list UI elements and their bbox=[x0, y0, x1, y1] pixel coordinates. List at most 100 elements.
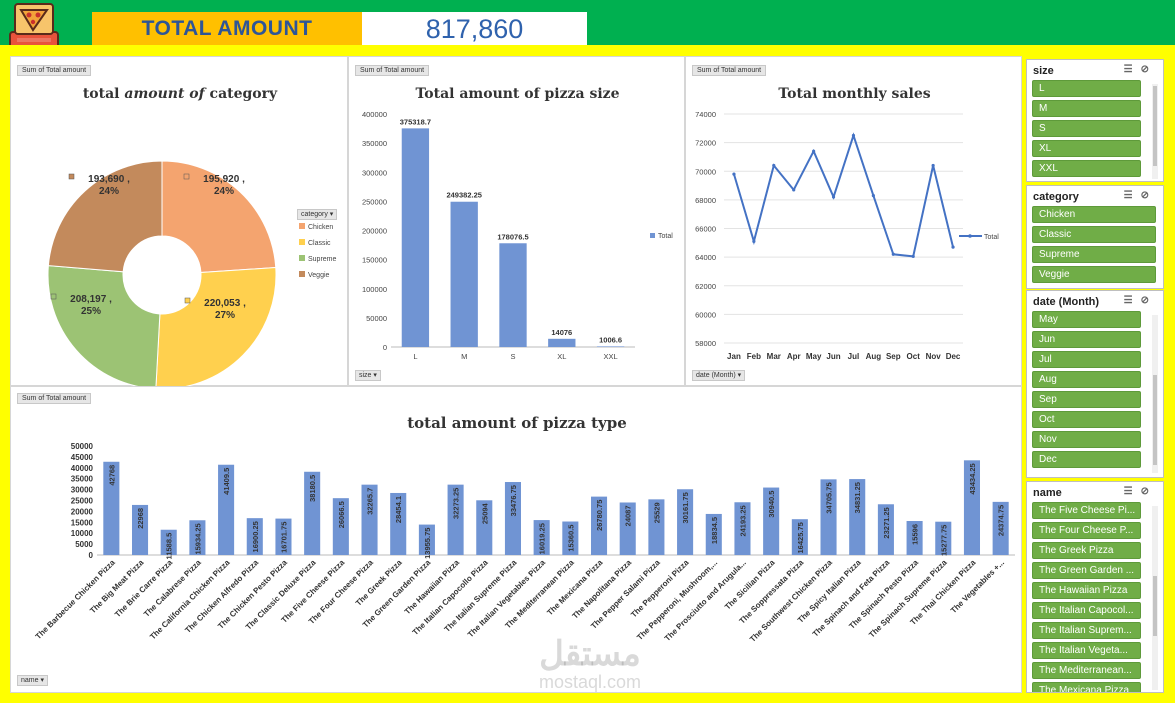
slicer-item-name-1[interactable]: The Four Cheese P... bbox=[1032, 522, 1141, 539]
pizza-type-bar bbox=[849, 479, 866, 555]
category-title-part-3: category bbox=[204, 86, 278, 102]
name-slicer[interactable]: name ☰⊘ The Five Cheese Pi... The Four Che… bbox=[1026, 481, 1164, 693]
donut-percent-label: 27% bbox=[215, 310, 235, 321]
sum-total-amount-field-button[interactable]: Sum of Total amount bbox=[692, 65, 767, 76]
total-amount-label: TOTAL AMOUNT bbox=[92, 12, 362, 45]
category-filter-dropdown[interactable]: category ▾ bbox=[297, 209, 338, 220]
slicer-item-category-3[interactable]: Veggie bbox=[1032, 266, 1156, 283]
pizza-type-value-label: 33476.75 bbox=[509, 485, 518, 516]
slicer-item-date-6[interactable]: Nov bbox=[1032, 431, 1141, 448]
pizza-type-chart-panel[interactable]: Sum of Total amount total amount of pizz… bbox=[10, 386, 1022, 693]
x-tick-label: M bbox=[461, 352, 467, 361]
monthly-chart-panel[interactable]: Sum of Total amount Total monthly sales … bbox=[685, 56, 1022, 386]
slicer-item-name-6[interactable]: The Italian Suprem... bbox=[1032, 622, 1141, 639]
slicer-item-date-2[interactable]: Jul bbox=[1032, 351, 1141, 368]
x-tick-label: May bbox=[806, 352, 822, 361]
legend-label-supreme: Supreme bbox=[308, 256, 337, 263]
pizza-type-bar bbox=[590, 496, 608, 555]
x-tick-label: Oct bbox=[907, 352, 921, 361]
size-bar-s bbox=[499, 243, 527, 347]
slicer-item-date-0[interactable]: May bbox=[1032, 311, 1141, 328]
date-slicer-header: date (Month) ☰⊘ bbox=[1027, 291, 1163, 311]
slicer-item-size-0[interactable]: L bbox=[1032, 80, 1141, 97]
slicer-scrollbar[interactable] bbox=[1152, 315, 1158, 473]
pizza-type-value-label: 22968 bbox=[136, 508, 145, 529]
date-filter-dropdown[interactable]: date (Month) ▾ bbox=[692, 370, 746, 381]
y-tick-label: 10000 bbox=[71, 529, 94, 538]
donut-label-marker bbox=[184, 297, 191, 304]
category-slicer[interactable]: category ☰⊘ Chicken Classic Supreme Veggie bbox=[1026, 185, 1164, 289]
pizza-type-value-label: 43434.25 bbox=[968, 463, 977, 494]
slicer-item-date-4[interactable]: Sep bbox=[1032, 391, 1141, 408]
slicer-item-date-1[interactable]: Jun bbox=[1032, 331, 1141, 348]
pizza-type-value-label: 18834.5 bbox=[710, 517, 719, 544]
pizza-type-x-label: The Mexicana Pizza bbox=[545, 558, 605, 618]
slicer-item-size-3[interactable]: XL bbox=[1032, 140, 1141, 157]
slicer-item-size-4[interactable]: XXL bbox=[1032, 160, 1141, 177]
pivot-chart-canvas: Sum of Total amount total amount of cate… bbox=[10, 56, 1022, 693]
size-chart-panel[interactable]: Sum of Total amount Total amount of pizz… bbox=[348, 56, 685, 386]
slicer-scrollbar[interactable] bbox=[1152, 506, 1158, 690]
multi-select-clear-filter-icons[interactable]: ☰⊘ bbox=[1123, 486, 1157, 497]
x-tick-label: Dec bbox=[946, 352, 961, 361]
pizza-type-value-label: 26780.75 bbox=[595, 500, 604, 531]
slicer-item-date-7[interactable]: Dec bbox=[1032, 451, 1141, 468]
slicer-scrollbar[interactable] bbox=[1152, 84, 1158, 179]
slicer-item-date-5[interactable]: Oct bbox=[1032, 411, 1141, 428]
category-title-part-1: total bbox=[82, 86, 125, 102]
y-tick-label: 72000 bbox=[695, 139, 716, 148]
x-tick-label: Nov bbox=[926, 352, 942, 361]
y-tick-label: 25000 bbox=[71, 497, 94, 506]
y-tick-label: 70000 bbox=[695, 167, 716, 176]
y-tick-label: 50000 bbox=[366, 314, 387, 323]
date-month-slicer[interactable]: date (Month) ☰⊘ May Jun Jul Aug Sep Oct Nov Dec bbox=[1026, 290, 1164, 478]
donut-percent-label: 24% bbox=[99, 186, 119, 197]
multi-select-clear-filter-icons[interactable]: ☰⊘ bbox=[1123, 295, 1157, 306]
slicer-item-category-1[interactable]: Classic bbox=[1032, 226, 1156, 243]
slicer-item-name-9[interactable]: The Mexicana Pizza bbox=[1032, 682, 1141, 692]
x-tick-label: Jul bbox=[848, 352, 860, 361]
pizza-type-value-label: 15934.25 bbox=[193, 523, 202, 554]
slicer-item-name-2[interactable]: The Greek Pizza bbox=[1032, 542, 1141, 559]
y-tick-label: 45000 bbox=[71, 453, 94, 462]
size-filter-dropdown[interactable]: size ▾ bbox=[355, 370, 381, 381]
size-slicer[interactable]: size ☰⊘ L M S XL XXL bbox=[1026, 59, 1164, 182]
pizza-type-value-label: 24193.25 bbox=[738, 505, 747, 536]
slicer-item-date-3[interactable]: Aug bbox=[1032, 371, 1141, 388]
pizza-type-value-label: 11588.5 bbox=[165, 533, 174, 560]
slicer-item-name-4[interactable]: The Hawaiian Pizza bbox=[1032, 582, 1141, 599]
slicer-item-name-3[interactable]: The Green Garden ... bbox=[1032, 562, 1141, 579]
slicer-item-name-0[interactable]: The Five Cheese Pi... bbox=[1032, 502, 1141, 519]
slicer-item-name-7[interactable]: The Italian Vegeta... bbox=[1032, 642, 1141, 659]
pizza-type-value-label: 16019.25 bbox=[538, 523, 547, 554]
line-point-sep bbox=[891, 252, 895, 256]
multi-select-clear-filter-icons[interactable]: ☰⊘ bbox=[1123, 64, 1157, 75]
slicer-item-size-1[interactable]: M bbox=[1032, 100, 1141, 117]
pizza-type-value-label: 15596 bbox=[911, 524, 920, 545]
date-slicer-title: date (Month) bbox=[1033, 296, 1099, 308]
pizza-type-value-label: 16900.25 bbox=[251, 521, 260, 552]
sum-total-amount-field-button[interactable]: Sum of Total amount bbox=[17, 65, 92, 76]
pizza-type-bar bbox=[476, 500, 493, 555]
slicer-item-category-2[interactable]: Supreme bbox=[1032, 246, 1156, 263]
y-tick-label: 66000 bbox=[695, 225, 716, 234]
y-tick-label: 350000 bbox=[362, 139, 387, 148]
category-slicer-header: category ☰⊘ bbox=[1027, 186, 1163, 206]
sum-total-amount-field-button[interactable]: Sum of Total amount bbox=[17, 393, 92, 404]
y-tick-label: 68000 bbox=[695, 196, 716, 205]
slicer-item-category-0[interactable]: Chicken bbox=[1032, 206, 1156, 223]
slicer-item-name-8[interactable]: The Mediterranean... bbox=[1032, 662, 1141, 679]
name-filter-dropdown[interactable]: name ▾ bbox=[17, 675, 48, 686]
slicer-item-size-2[interactable]: S bbox=[1032, 120, 1141, 137]
legend-swatch-chicken bbox=[299, 223, 305, 229]
category-chart-panel[interactable]: Sum of Total amount total amount of cate… bbox=[10, 56, 348, 387]
slicer-item-name-5[interactable]: The Italian Capocol... bbox=[1032, 602, 1141, 619]
legend-swatch-veggie bbox=[299, 271, 305, 277]
donut-value-label: 193,690 , bbox=[88, 174, 130, 185]
pizza-type-value-label: 30161.75 bbox=[681, 492, 690, 523]
sum-total-amount-field-button[interactable]: Sum of Total amount bbox=[355, 65, 430, 76]
y-tick-label: 35000 bbox=[71, 475, 94, 484]
y-tick-label: 15000 bbox=[71, 518, 94, 527]
pizza-type-bar bbox=[992, 501, 1009, 555]
multi-select-clear-filter-icons[interactable]: ☰⊘ bbox=[1123, 190, 1157, 201]
